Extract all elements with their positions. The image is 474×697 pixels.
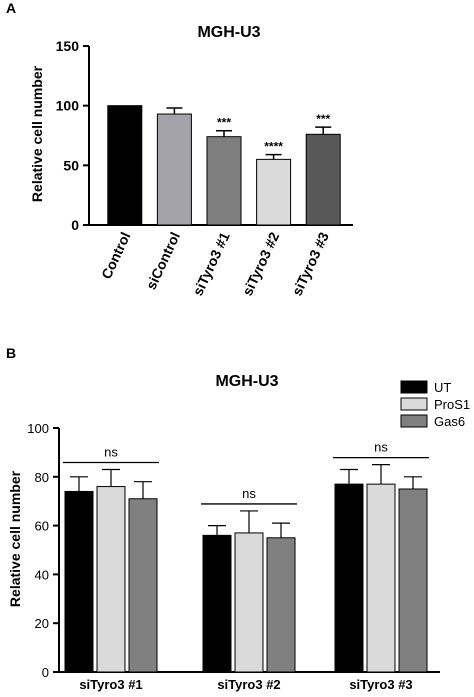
- panel-b-y-tick-label: 100: [27, 421, 49, 436]
- panel-b-legend-label: Gas6: [434, 414, 465, 429]
- panel-a-y-tick-label: 0: [71, 217, 79, 233]
- panel-b-y-tick-label: 40: [35, 567, 49, 582]
- panel-a-y-tick-label: 100: [56, 98, 80, 114]
- panel-b-x-tick-label: siTyro3 #1: [79, 677, 142, 692]
- panel-b-bar: [366, 483, 396, 673]
- panel-b-y-tick-label: 60: [35, 519, 49, 534]
- panel-b-legend-swatch: [400, 397, 428, 411]
- panel-a-y-axis-label: Relative cell number: [29, 65, 45, 202]
- panel-b-y-axis-label: Relative cell number: [7, 470, 23, 607]
- panel-a-x-tick-label: siTyro3 #2: [239, 229, 282, 298]
- panel-b-legend-swatch: [400, 380, 428, 394]
- panel-a-significance-label: ****: [264, 140, 283, 154]
- panel-a-x-tick-label: siTyro3 #1: [189, 229, 232, 298]
- panel-a-letter: A: [6, 0, 16, 16]
- panel-b-comparison-label: ns: [104, 444, 118, 459]
- panel-b: B MGH-U3 Relative cell number 0 20 40 60 80 1…: [6, 345, 470, 692]
- panel-b-title: MGH-U3: [215, 373, 278, 390]
- panel-b-bar: [128, 498, 158, 673]
- panel-a-bar: [305, 133, 341, 226]
- panel-b-bar: [64, 490, 94, 673]
- panel-b-bar: [234, 532, 264, 673]
- panel-a-significance-label: ***: [217, 116, 231, 130]
- panel-a-y-tick-label: 150: [56, 38, 80, 54]
- panel-b-bar: [266, 537, 296, 673]
- panel-a: A MGH-U3 Relative cell number 050100150 …: [6, 0, 353, 298]
- panel-b-bar: [202, 534, 232, 673]
- panel-b-bar: [398, 488, 428, 673]
- panel-a-bar: [206, 136, 242, 226]
- panel-b-x-tick-label: siTyro3 #3: [349, 677, 412, 692]
- panel-b-bar: [334, 483, 364, 673]
- panel-a-bar: [107, 105, 143, 226]
- panel-a-x-tick-label: siControl: [143, 230, 183, 292]
- panel-b-y-tick-label: 0: [42, 665, 49, 680]
- panel-b-legend-label: ProS1: [434, 397, 470, 412]
- panel-a-title: MGH-U3: [197, 24, 260, 41]
- panel-b-bar: [96, 486, 126, 673]
- panel-b-legend-swatch: [400, 414, 428, 428]
- panel-b-letter: B: [6, 345, 16, 361]
- panel-a-x-tick-label: Control: [98, 230, 134, 282]
- panel-a-x-tick-label: siTyro3 #3: [289, 229, 332, 298]
- panel-b-comparison-label: ns: [374, 440, 388, 455]
- panel-a-significance-label: ***: [316, 112, 330, 126]
- panel-b-y-tick-label: 80: [35, 470, 49, 485]
- panel-b-x-tick-label: siTyro3 #2: [217, 677, 280, 692]
- panel-a-bar: [256, 158, 292, 226]
- panel-b-legend-label: UT: [434, 380, 451, 395]
- panel-b-y-tick-label: 20: [35, 616, 49, 631]
- panel-a-bar: [156, 113, 192, 226]
- panel-b-comparison-label: ns: [242, 486, 256, 501]
- panel-a-y-tick-label: 50: [63, 157, 79, 173]
